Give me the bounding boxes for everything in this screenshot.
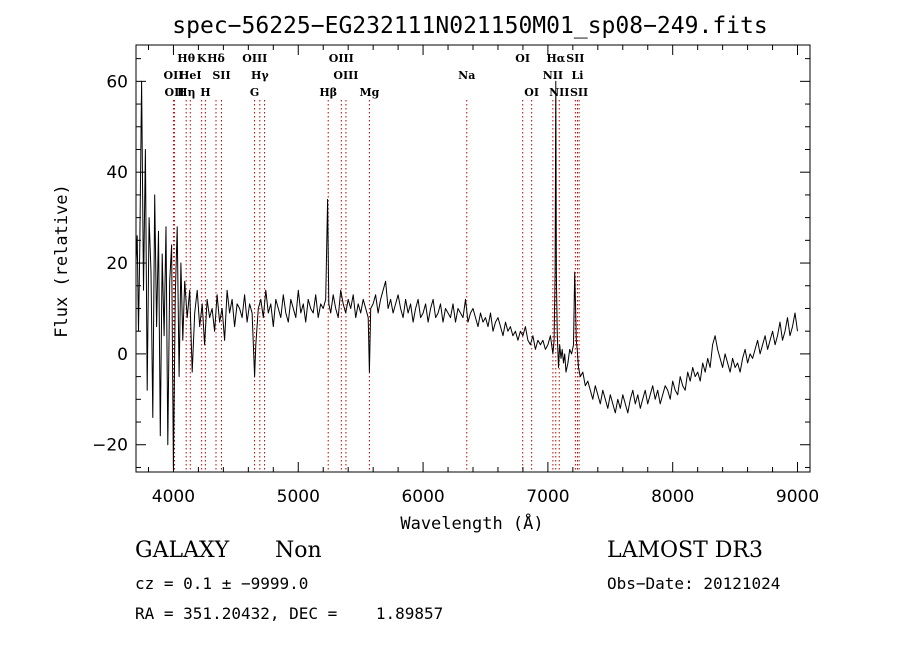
x-tick-label: 5000 [277, 487, 320, 507]
emission-line-markers [172, 100, 580, 472]
line-label: Hγ [251, 69, 269, 82]
line-label: K [197, 52, 207, 65]
y-axis-ticks: −20 0 20 40 60 [92, 58, 810, 468]
x-tick-label: 4000 [152, 487, 195, 507]
object-subclass: Non [275, 538, 322, 563]
x-tick-label: 6000 [401, 487, 444, 507]
line-label: SII [212, 69, 230, 82]
plot-frame [135, 44, 811, 473]
line-label: NII [543, 69, 563, 82]
line-label: OI [515, 52, 530, 65]
line-label: Hη [177, 86, 195, 99]
line-label: Hβ [319, 86, 337, 99]
x-tick-label: 9000 [776, 487, 819, 507]
y-axis-label: Flux (relative) [52, 184, 72, 338]
y-tick-label: 0 [117, 345, 128, 365]
line-label: OIII [329, 52, 354, 65]
line-label: OII [164, 69, 184, 82]
y-tick-label: 40 [106, 163, 128, 183]
x-axis-label: Wavelength (Å) [400, 512, 543, 534]
survey-name: LAMOST DR3 [607, 538, 763, 563]
line-label: NII [549, 86, 569, 99]
line-label: OII [165, 86, 185, 99]
coordinates: RA = 351.20432, DEC = 1.89857 [135, 604, 444, 623]
y-tick-label: −20 [92, 436, 128, 456]
line-label: SII [570, 86, 588, 99]
line-label: HeI [179, 69, 202, 82]
line-label: SII [566, 52, 584, 65]
observation-date: Obs−Date: 20121024 [607, 574, 781, 593]
line-label: OIII [333, 69, 358, 82]
line-label: Na [458, 69, 475, 82]
line-label: Li [572, 69, 584, 82]
line-label: G [250, 86, 259, 99]
chart-title: spec−56225−EG232111N021150M01_sp08−249.f… [172, 13, 767, 39]
line-label: Mg [359, 86, 379, 99]
line-label: OIII [242, 52, 267, 65]
line-label: Hδ [207, 52, 225, 65]
redshift-info: cz = 0.1 ± −9999.0 [135, 574, 309, 593]
line-label: H [200, 86, 210, 99]
spectrum-line [135, 80, 798, 468]
x-tick-label: 8000 [651, 487, 694, 507]
line-label: Hθ [177, 52, 195, 65]
x-tick-label: 7000 [526, 487, 569, 507]
y-tick-label: 20 [106, 254, 128, 274]
y-tick-label: 60 [106, 72, 128, 92]
x-axis-ticks: 4000 5000 6000 7000 8000 9000 [147, 45, 819, 507]
line-label: OI [524, 86, 539, 99]
line-label: Hα [546, 52, 565, 65]
object-class: GALAXY [135, 538, 230, 563]
